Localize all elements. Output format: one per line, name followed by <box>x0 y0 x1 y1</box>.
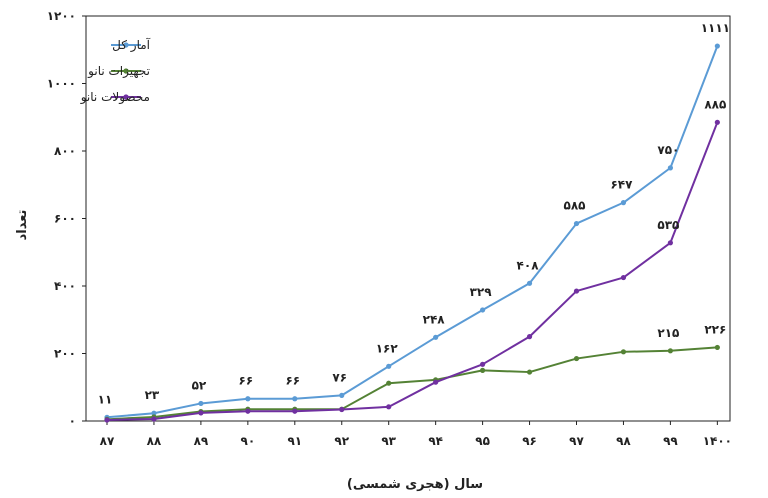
data-point <box>104 417 110 423</box>
data-point <box>339 406 345 413</box>
x-axis-label: سال (هجری شمسی) <box>347 477 483 492</box>
x-tick-label: ۹۲ <box>334 434 349 448</box>
data-point <box>667 165 674 171</box>
data-point <box>714 43 720 49</box>
data-point <box>714 344 720 351</box>
data-point <box>245 408 251 414</box>
data-point <box>573 220 580 227</box>
series-line <box>106 45 719 419</box>
x-tick-label: ۹۰ <box>241 434 256 448</box>
y-tick-label: ۴۰۰ <box>54 279 76 293</box>
x-tick-label: ۹۶ <box>522 434 537 448</box>
data-label: ۷۵۰ <box>657 143 679 157</box>
series-3 <box>104 119 720 423</box>
data-label: ۵۲ <box>192 378 207 392</box>
plot-frame <box>85 15 731 422</box>
data-label: ۲۱۵ <box>657 326 679 340</box>
data-point <box>480 367 486 373</box>
data-point <box>526 334 533 340</box>
y-axis-label: تعداد <box>15 210 30 241</box>
data-label: ۶۶ <box>239 374 254 388</box>
data-point <box>386 363 392 369</box>
x-tick-label: ۸۹ <box>194 434 209 448</box>
data-label: ۵۸۵ <box>564 199 586 213</box>
legend-item: تجهیزات نانو <box>87 64 150 79</box>
data-label: ۴۰۸ <box>517 258 540 272</box>
x-tick-label: ۸۷ <box>100 434 115 448</box>
data-point <box>667 240 674 246</box>
x-tick-label: ۸۸ <box>147 434 162 448</box>
data-point <box>292 408 298 414</box>
legend: آمار کل تجهیزات نانو محصولات نانو <box>80 37 151 105</box>
x-axis-ticks: ۸۷ ۸۸ ۸۹ ۹۰ ۹۱ ۹۲ ۹۳ ۹۴ ۹۵ ۹۶ ۹۷ ۹۸ ۹۹ ۱۴۰۰ <box>100 421 732 448</box>
legend-swatch-marker <box>123 94 129 100</box>
series-layer <box>104 43 720 423</box>
x-tick-label: ۹۴ <box>428 434 443 448</box>
data-point <box>292 396 298 402</box>
legend-swatch-marker <box>123 42 129 48</box>
legend-label: آمار کل <box>112 37 150 53</box>
data-point <box>620 274 627 281</box>
data-labels: ۱۱ ۲۳ ۵۲ ۶۶ ۶۶ ۷۶ ۱۶۲ ۲۴۸ ۳۲۹ ۴۰۸ ۵۸۵ ۶۴۷ ۷۵۰ ۱۱۱۱ ۲۱۵… <box>98 21 730 406</box>
data-point <box>151 410 157 416</box>
data-label: ۱۶۲ <box>376 341 399 355</box>
data-point <box>433 379 439 385</box>
y-tick-label: ۶۰۰ <box>54 212 76 226</box>
legend-swatch-marker <box>123 68 129 74</box>
data-label: ۲۲۶ <box>704 322 726 336</box>
data-label: ۲۳ <box>145 388 160 402</box>
series-1 <box>104 43 720 420</box>
legend-item: محصولات نانو <box>80 90 150 105</box>
data-label: ۸۸۵ <box>704 97 726 111</box>
data-point <box>480 361 486 367</box>
data-label: ۱۱ <box>98 392 113 406</box>
y-axis-title: تعداد <box>15 210 30 241</box>
data-point <box>198 410 204 416</box>
data-label: ۶۶ <box>285 374 300 388</box>
data-label: ۲۴۸ <box>423 312 446 326</box>
data-label: ۵۳۵ <box>657 218 679 232</box>
y-tick-label: ۱۰۰۰ <box>47 77 76 91</box>
data-point <box>620 200 627 206</box>
series-line <box>106 346 718 421</box>
x-tick-label: ۹۸ <box>616 434 631 448</box>
data-point <box>245 396 251 402</box>
data-point <box>526 280 533 286</box>
x-tick-label: ۱۴۰۰ <box>703 434 732 448</box>
data-point <box>339 392 345 398</box>
data-point <box>526 369 533 375</box>
data-point <box>151 416 157 422</box>
data-point <box>386 404 392 410</box>
data-point <box>573 288 580 294</box>
data-point <box>620 349 627 355</box>
data-label: ۳۲۹ <box>470 285 493 299</box>
x-tick-label: ۹۷ <box>569 434 584 448</box>
x-tick-label: ۹۳ <box>381 434 396 448</box>
y-axis-ticks: ۰ ۲۰۰ ۴۰۰ ۶۰۰ ۸۰۰ ۱۰۰۰ ۱۲۰۰ <box>47 9 86 428</box>
y-tick-label: ۰ <box>69 414 76 428</box>
legend-label: تجهیزات نانو <box>87 64 150 79</box>
y-tick-label: ۸۰۰ <box>54 144 76 158</box>
legend-item: آمار کل <box>111 37 151 53</box>
data-point <box>480 307 486 313</box>
data-point <box>433 334 439 340</box>
data-point <box>198 400 204 407</box>
y-tick-label: ۲۰۰ <box>54 347 76 361</box>
series-line <box>106 121 719 421</box>
x-tick-label: ۹۱ <box>287 434 302 448</box>
data-point <box>714 119 720 125</box>
data-label: ۷۶ <box>332 370 347 384</box>
x-tick-label: ۹۵ <box>475 434 490 448</box>
x-tick-label: ۹۹ <box>663 434 678 448</box>
data-label: ۱۱۱۱ <box>701 21 730 35</box>
data-point <box>386 380 392 386</box>
data-label: ۶۴۷ <box>610 178 633 192</box>
data-point <box>667 348 674 354</box>
y-tick-label: ۱۲۰۰ <box>47 9 76 23</box>
legend-label: محصولات نانو <box>80 90 150 105</box>
data-point <box>573 355 580 362</box>
